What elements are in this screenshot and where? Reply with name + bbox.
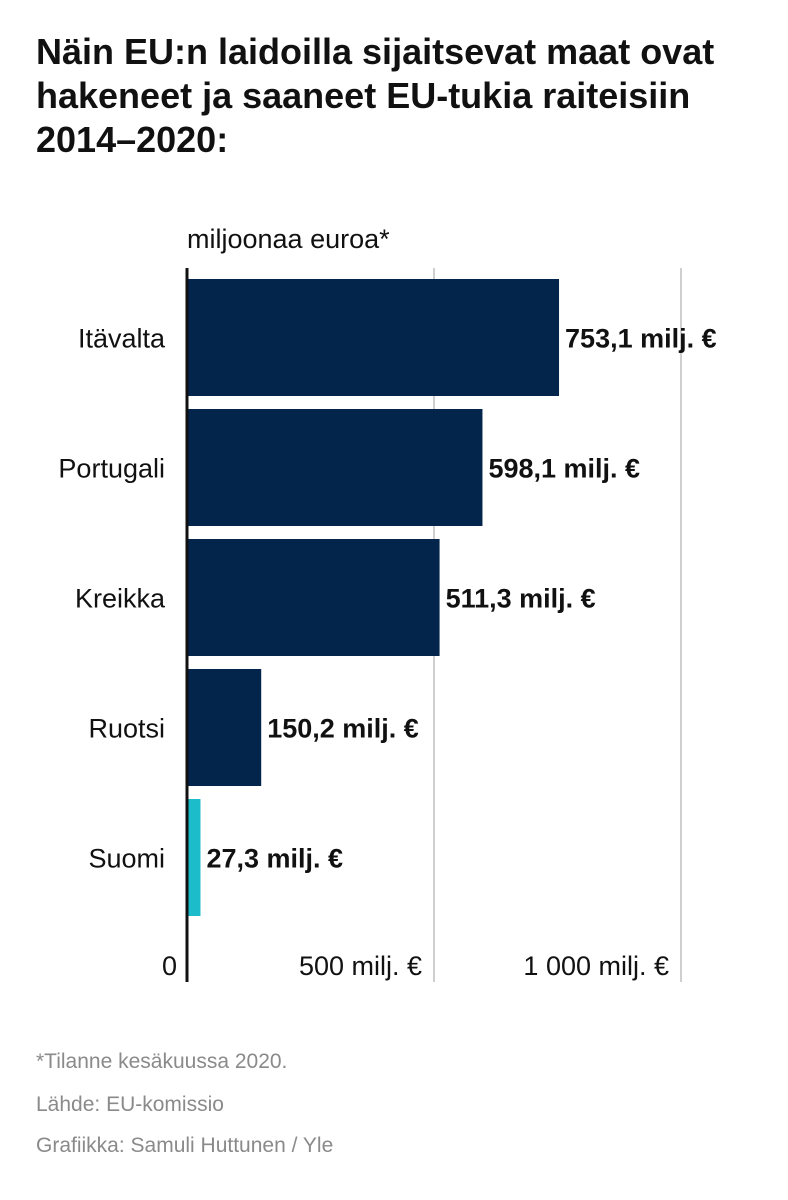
chart-title: Näin EU:n laidoilla sijaitsevat maat ova… [36, 31, 715, 160]
x-tick-label: 500 milj. € [299, 951, 422, 981]
data-label: 753,1 milj. € [565, 324, 717, 354]
category-label: Portugali [58, 454, 165, 484]
bar-kreikka [187, 539, 440, 656]
x-tick-label: 1 000 milj. € [523, 951, 669, 981]
bar-ruotsi [187, 669, 262, 786]
labels: Itävalta 753,1 milj. € Portugali 598,1 milj… [58, 324, 716, 982]
source-text: Lähde: EU-komissio [36, 1093, 224, 1116]
data-label: 27,3 milj. € [206, 844, 343, 874]
data-label: 150,2 milj. € [267, 714, 419, 744]
category-label: Ruotsi [88, 714, 165, 744]
bar-portugali [187, 409, 483, 526]
bar-chart: Itävalta 753,1 milj. € Portugali 598,1 milj… [58, 268, 717, 982]
bar-suomi [187, 799, 201, 916]
bars [187, 279, 560, 916]
category-label: Itävalta [78, 324, 166, 354]
footnote: *Tilanne kesäkuussa 2020. [36, 1050, 288, 1073]
category-label: Kreikka [75, 584, 166, 614]
credit-text: Grafiikka: Samuli Huttunen / Yle [36, 1134, 334, 1157]
data-label: 511,3 milj. € [446, 584, 596, 614]
x-tick-label: 0 [162, 951, 177, 981]
bar-itävalta [187, 279, 560, 396]
unit-label: miljoonaa euroa* [187, 224, 390, 254]
category-label: Suomi [88, 844, 165, 874]
data-label: 598,1 milj. € [488, 454, 640, 484]
